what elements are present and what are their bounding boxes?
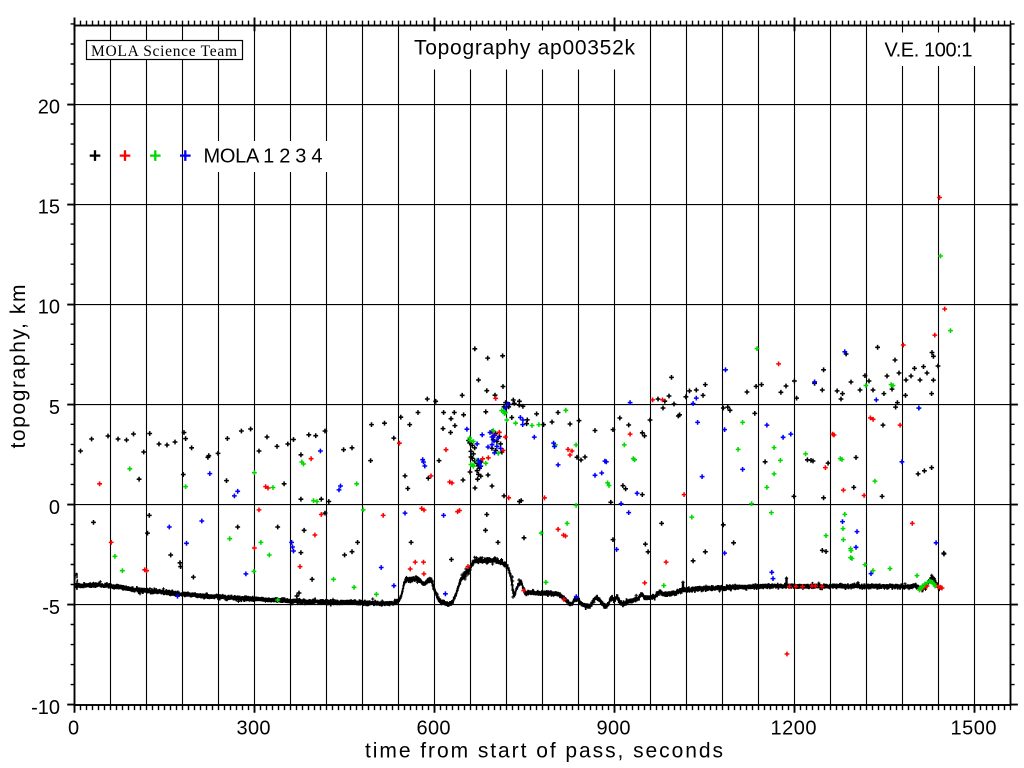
svg-text:300: 300 <box>237 717 271 739</box>
svg-text:5: 5 <box>49 397 60 419</box>
svg-text:-5: -5 <box>42 597 60 619</box>
svg-text:0: 0 <box>49 497 60 519</box>
svg-text:10: 10 <box>38 297 60 319</box>
svg-text:0: 0 <box>68 717 79 739</box>
svg-text:1200: 1200 <box>771 717 817 739</box>
svg-text:topography, km: topography, km <box>7 285 30 449</box>
svg-text:MOLA 1 2 3 4: MOLA 1 2 3 4 <box>204 146 323 168</box>
svg-text:time from start of pass, secon: time from start of pass, seconds <box>365 740 723 763</box>
svg-text:20: 20 <box>38 97 60 119</box>
svg-text:-10: -10 <box>31 697 60 719</box>
svg-text:1500: 1500 <box>951 717 997 739</box>
svg-text:V.E. 100:1: V.E. 100:1 <box>885 40 973 62</box>
svg-text:15: 15 <box>38 197 60 219</box>
svg-text:MOLA Science Team: MOLA Science Team <box>91 43 237 60</box>
svg-text:Topography ap00352k: Topography ap00352k <box>414 36 636 59</box>
svg-text:900: 900 <box>597 717 631 739</box>
svg-text:600: 600 <box>417 717 451 739</box>
